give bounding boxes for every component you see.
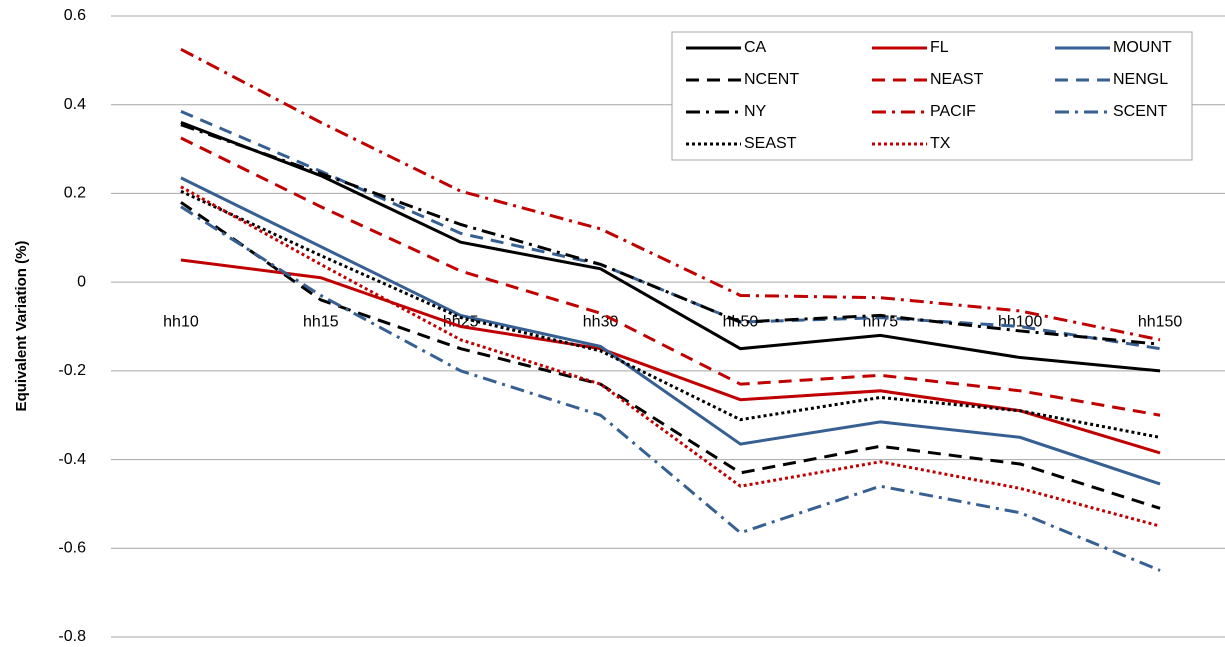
y-tick-label: 0.2	[64, 185, 86, 202]
y-tick-label: 0.6	[64, 7, 86, 24]
x-tick-label: hh30	[583, 313, 619, 330]
series-line	[180, 185, 1161, 528]
series-line	[180, 176, 1161, 486]
series-line	[180, 201, 1161, 510]
x-tick-label: hh10	[163, 313, 199, 330]
series-line	[180, 109, 1161, 351]
legend-label: TX	[930, 135, 951, 152]
x-tick-label: hh150	[1138, 313, 1183, 330]
legend-label: MOUNT	[1113, 39, 1172, 56]
legend-label: NENGL	[1113, 71, 1168, 88]
legend-box	[671, 31, 1193, 161]
legend-label: SEAST	[744, 135, 797, 152]
y-tick-label: 0	[77, 273, 86, 290]
y-tick-label: -0.2	[58, 362, 86, 379]
legend-label: SCENT	[1113, 103, 1167, 120]
legend-label: PACIF	[930, 103, 976, 120]
y-axis-label: Equivalent Variation (%)	[13, 241, 30, 412]
series-line	[180, 123, 1161, 346]
legend-label: CA	[744, 39, 767, 56]
series-line	[180, 47, 1161, 342]
x-tick-label: hh100	[998, 313, 1043, 330]
y-tick-label: -0.4	[58, 451, 86, 468]
y-tick-label: 0.4	[64, 96, 86, 113]
legend-label: NCENT	[744, 71, 799, 88]
legend-label: NEAST	[930, 71, 984, 88]
y-tick-label: -0.6	[58, 540, 86, 557]
x-tick-label: hh15	[303, 313, 339, 330]
series-line	[180, 136, 1161, 417]
legend-label: NY	[744, 103, 767, 120]
x-tick-label: hh75	[863, 313, 899, 330]
y-tick-label: -0.8	[58, 628, 86, 645]
series-line	[180, 205, 1161, 572]
legend-label: FL	[930, 39, 949, 56]
series-line	[180, 121, 1161, 373]
series-line	[180, 189, 1161, 439]
